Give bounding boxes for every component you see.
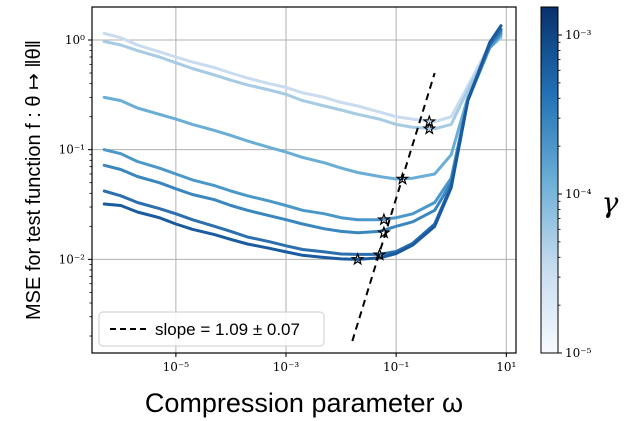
minimum-star-marker xyxy=(422,121,437,135)
y-axis-label: MSE for test function f : θ ↦ ‖θ‖ xyxy=(23,40,45,320)
series-line-1 xyxy=(102,31,503,124)
minimum-star-marker xyxy=(372,247,387,261)
colorbar-tick-label: 10⁻³ xyxy=(565,28,592,42)
plot-frame xyxy=(91,6,517,354)
plot-area xyxy=(92,7,516,353)
minimum-star-marker xyxy=(377,212,391,226)
legend: slope = 1.09 ± 0.07 xyxy=(98,311,325,347)
x-tick-label: 10¹ xyxy=(496,360,516,374)
x-tick-label: 10⁻⁵ xyxy=(163,360,190,374)
colorbar-label: γ xyxy=(602,186,619,219)
axis-ticks: 10⁻⁵ 10⁻³ 10⁻¹ 10¹ 10⁰ 10⁻¹ 10⁻² xyxy=(59,33,517,374)
colorbar-gradient xyxy=(540,6,559,354)
x-tick-label: 10⁻³ xyxy=(273,360,300,374)
colorbar-tick-label: 10⁻⁴ xyxy=(565,187,592,201)
colorbar-ticks: 10⁻³ 10⁻⁴ 10⁻⁵ xyxy=(558,28,592,360)
y-tick-label: 10⁻¹ xyxy=(59,143,85,157)
minimum-star-marker xyxy=(350,252,365,266)
legend-label: slope = 1.09 ± 0.07 xyxy=(155,320,300,339)
series-line-4 xyxy=(102,31,503,222)
colorbar: 10⁻³ 10⁻⁴ 10⁻⁵ γ xyxy=(540,6,619,360)
series-line-5 xyxy=(102,29,503,235)
x-tick-label: 10⁻¹ xyxy=(383,360,409,374)
minima-markers xyxy=(350,114,437,266)
series-line-3 xyxy=(102,34,503,181)
series-layer xyxy=(102,24,503,342)
y-tick-label: 10⁻² xyxy=(59,252,86,266)
x-axis-label: Compression parameter ω xyxy=(145,388,463,418)
series-line-2 xyxy=(102,36,503,131)
slope-fit-line xyxy=(351,72,436,342)
colorbar-tick-label: 10⁻⁵ xyxy=(565,346,592,360)
minimum-star-marker xyxy=(377,225,391,239)
minimum-star-marker xyxy=(395,171,410,186)
series-line-7 xyxy=(102,24,503,261)
y-tick-label: 10⁰ xyxy=(65,33,85,47)
